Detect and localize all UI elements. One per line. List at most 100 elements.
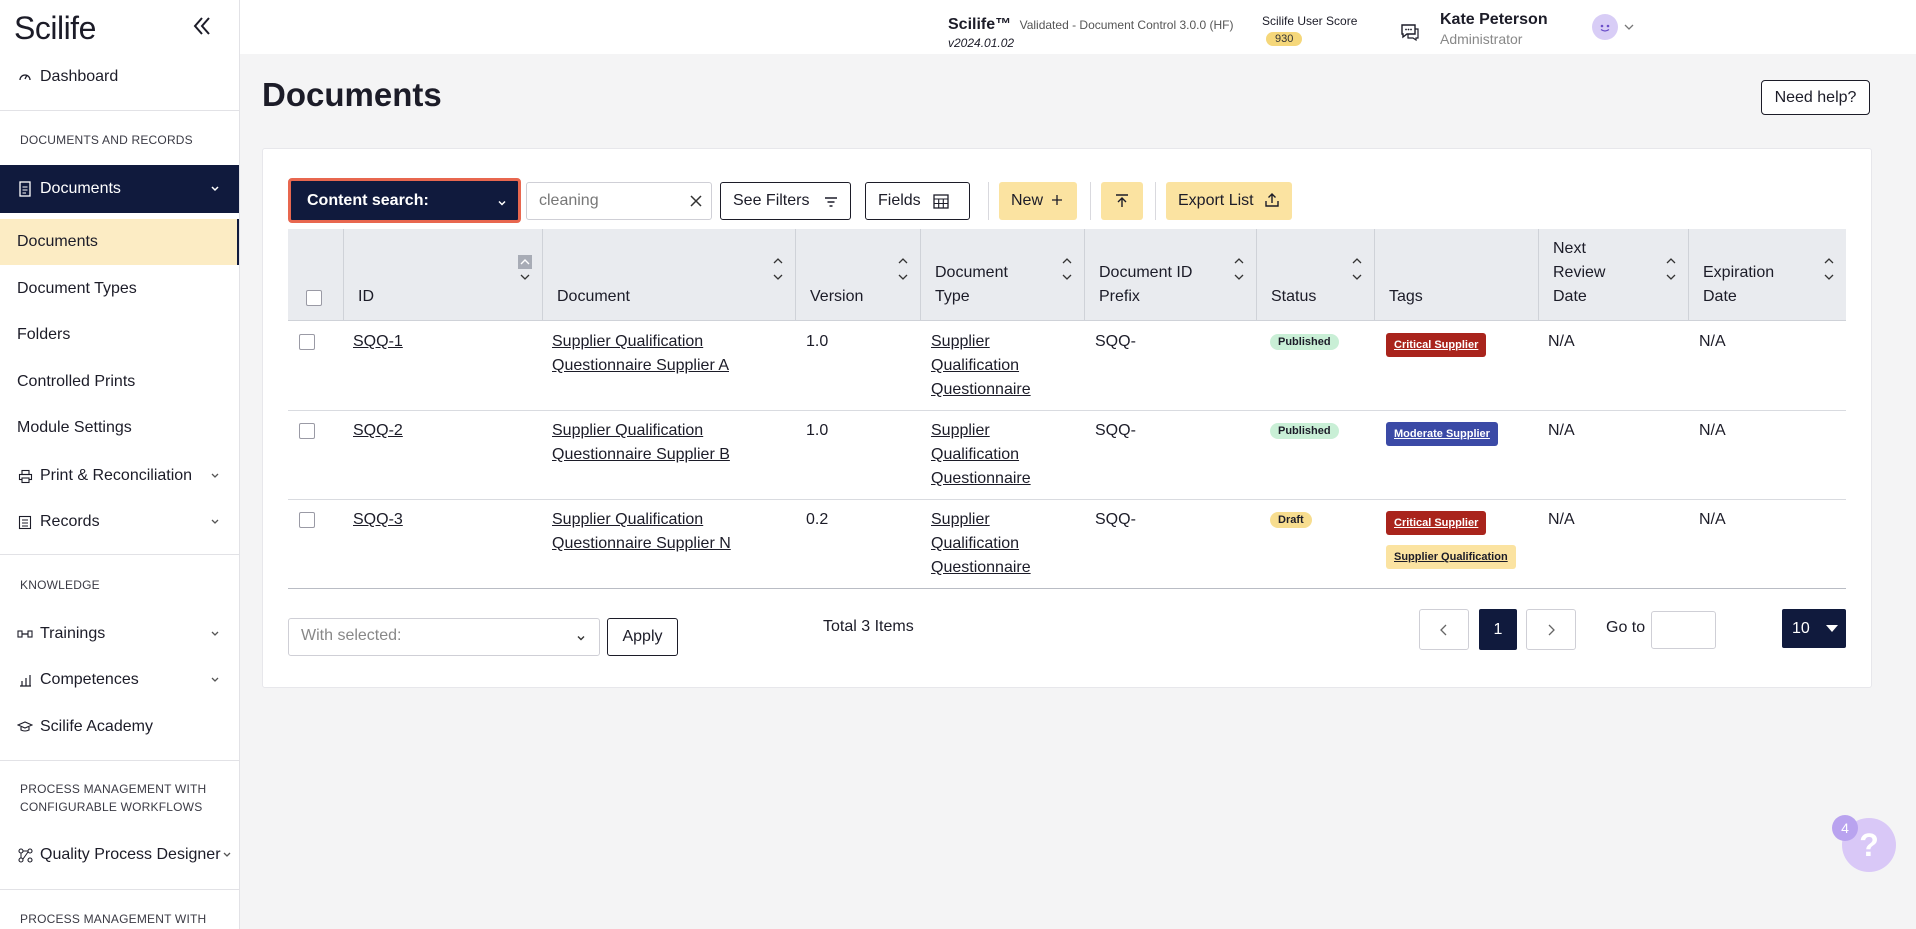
- document-id-link[interactable]: SQQ-1: [353, 333, 403, 350]
- page-size-select[interactable]: 10: [1782, 609, 1846, 648]
- row-divider: [288, 588, 1846, 589]
- sidebar-item-quality-designer[interactable]: Quality Process Designer: [0, 843, 239, 867]
- sidebar-item-module-settings[interactable]: Module Settings: [0, 405, 239, 451]
- sort-icon[interactable]: [1664, 255, 1678, 285]
- sidebar-item-controlled-prints[interactable]: Controlled Prints: [0, 359, 239, 405]
- goto-page-input[interactable]: [1651, 611, 1716, 649]
- sidebar: Scilife Dashboard DOCUMENTS AND RECORDS …: [0, 0, 240, 929]
- new-label: New: [1011, 192, 1044, 209]
- tag-badge[interactable]: Critical Supplier: [1386, 333, 1487, 357]
- document-type-link[interactable]: Supplier Qualification Questionnaire: [931, 422, 1031, 487]
- tag-badge[interactable]: Critical Supplier: [1386, 511, 1487, 535]
- apply-button[interactable]: Apply: [607, 618, 678, 656]
- graduation-cap-icon: [16, 718, 34, 736]
- see-filters-button[interactable]: See Filters: [720, 182, 851, 220]
- column-header-status[interactable]: Status: [1256, 229, 1374, 321]
- content-search-dropdown[interactable]: Content search:: [288, 178, 521, 223]
- sort-icon[interactable]: [896, 255, 910, 285]
- sidebar-item-print-reconciliation[interactable]: Print & Reconciliation: [0, 464, 239, 488]
- sidebar-item-label: Records: [40, 513, 100, 530]
- document-type-link[interactable]: Supplier Qualification Questionnaire: [931, 511, 1031, 576]
- user-name[interactable]: Kate Peterson: [1440, 11, 1548, 28]
- column-header-expiration-date[interactable]: Expiration Date: [1688, 229, 1846, 321]
- sort-icon[interactable]: [518, 255, 532, 285]
- sort-icon[interactable]: [1350, 255, 1364, 285]
- sidebar-item-competences[interactable]: Competences: [0, 668, 239, 692]
- row-checkbox[interactable]: [299, 423, 315, 439]
- column-divider: [795, 229, 796, 321]
- status-badge: Published: [1270, 334, 1339, 350]
- gauge-icon: [16, 68, 34, 86]
- document-id-link[interactable]: SQQ-3: [353, 511, 403, 528]
- column-header-document[interactable]: Document: [542, 229, 795, 321]
- tag-badge[interactable]: Supplier Qualification: [1386, 545, 1516, 569]
- need-help-button[interactable]: Need help?: [1761, 80, 1870, 115]
- document-title-link[interactable]: Supplier Qualification Questionnaire Sup…: [552, 333, 729, 374]
- scilife-logo[interactable]: Scilife: [14, 10, 96, 46]
- row-checkbox[interactable]: [299, 334, 315, 350]
- toolbar-divider: [988, 182, 989, 220]
- column-header-document-type[interactable]: Document Type: [920, 229, 1084, 321]
- document-type-link[interactable]: Supplier Qualification Questionnaire: [931, 333, 1031, 398]
- sort-icon[interactable]: [1822, 255, 1836, 285]
- avatar[interactable]: [1592, 14, 1618, 40]
- sort-icon[interactable]: [1232, 255, 1246, 285]
- sidebar-item-document-types[interactable]: Document Types: [0, 266, 239, 312]
- column-header-document-id-prefix[interactable]: Document ID Prefix: [1084, 229, 1256, 321]
- chevron-down-icon[interactable]: [1622, 20, 1636, 34]
- section-label-process: PROCESS MANAGEMENT WITH CONFIGURABLE WOR…: [20, 782, 207, 814]
- column-divider: [1374, 229, 1375, 321]
- sidebar-item-academy[interactable]: Scilife Academy: [0, 715, 239, 739]
- document-id-link[interactable]: SQQ-2: [353, 422, 403, 439]
- user-score-badge: 930: [1266, 32, 1303, 46]
- sidebar-item-label: Dashboard: [40, 68, 119, 85]
- sidebar-item-trainings[interactable]: Trainings: [0, 622, 239, 646]
- export-list-label: Export List: [1178, 192, 1254, 209]
- column-header-next-review-date[interactable]: Next Review Date: [1538, 229, 1688, 321]
- sidebar-item-label: Trainings: [40, 625, 106, 642]
- collapse-sidebar-icon[interactable]: [188, 12, 216, 40]
- column-header-label: Document: [557, 288, 630, 305]
- content-search-label: Content search:: [307, 191, 429, 209]
- previous-page-button[interactable]: [1419, 609, 1469, 650]
- column-header-label: Document ID Prefix: [1099, 264, 1193, 305]
- export-icon: [1264, 192, 1280, 213]
- sidebar-item-label: Documents: [40, 180, 121, 197]
- sidebar-item-documents[interactable]: Documents: [0, 219, 239, 265]
- row-checkbox[interactable]: [299, 512, 315, 528]
- column-divider: [920, 229, 921, 321]
- tag-badge[interactable]: Moderate Supplier: [1386, 422, 1498, 446]
- sidebar-item-documents-group[interactable]: Documents: [0, 165, 239, 213]
- chevron-down-icon: [208, 627, 222, 641]
- sort-icon[interactable]: [771, 255, 785, 285]
- sidebar-item-label: Print & Reconciliation: [40, 467, 193, 484]
- sidebar-item-folders[interactable]: Folders: [0, 312, 239, 358]
- new-button[interactable]: New: [999, 182, 1077, 220]
- page-title: Documents: [262, 76, 442, 113]
- document-title-link[interactable]: Supplier Qualification Questionnaire Sup…: [552, 511, 731, 552]
- sidebar-item-dashboard[interactable]: Dashboard: [0, 64, 239, 90]
- chat-icon[interactable]: [1398, 20, 1422, 44]
- chevron-down-icon: [208, 182, 222, 196]
- column-header-id[interactable]: ID: [343, 229, 542, 321]
- expiration-value: N/A: [1699, 422, 1726, 439]
- chevron-down-icon: [220, 848, 234, 862]
- chevron-down-icon: [208, 515, 222, 529]
- column-header-label: Tags: [1389, 288, 1423, 305]
- sidebar-item-records[interactable]: Records: [0, 510, 239, 534]
- export-list-button[interactable]: Export List: [1166, 182, 1292, 220]
- search-input[interactable]: cleaning: [526, 182, 712, 220]
- select-all-checkbox[interactable]: [306, 290, 322, 306]
- question-icon: ?: [1859, 826, 1879, 863]
- see-filters-label: See Filters: [733, 192, 810, 209]
- document-title-link[interactable]: Supplier Qualification Questionnaire Sup…: [552, 422, 730, 463]
- sort-icon[interactable]: [1060, 255, 1074, 285]
- next-page-button[interactable]: [1526, 609, 1576, 650]
- close-icon[interactable]: [688, 193, 704, 209]
- upload-icon[interactable]: [1101, 182, 1143, 220]
- divider: [0, 889, 239, 890]
- page-number-current[interactable]: 1: [1479, 609, 1517, 650]
- column-header-version[interactable]: Version: [795, 229, 920, 321]
- bulk-action-select[interactable]: With selected:: [288, 618, 600, 656]
- fields-button[interactable]: Fields: [865, 182, 970, 220]
